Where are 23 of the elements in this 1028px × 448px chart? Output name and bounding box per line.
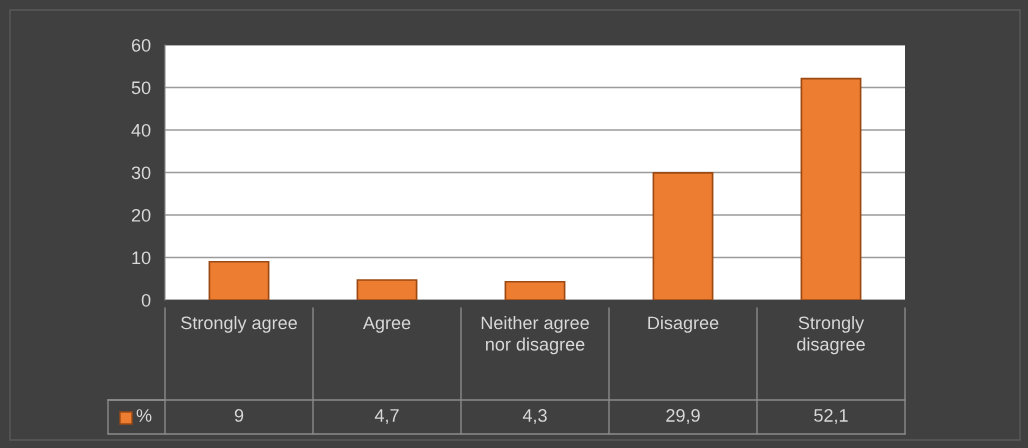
bar — [652, 172, 714, 300]
bar — [208, 260, 270, 300]
x-tick-label: Strongly agree — [181, 316, 297, 333]
bar — [800, 77, 862, 300]
y-tick-label: 50 — [131, 81, 151, 95]
y-tick-label: 10 — [132, 251, 151, 265]
x-tick-label: Neither agree nor disagree — [481, 316, 589, 355]
data-label: 52,1 — [814, 409, 848, 424]
legend-label: % — [136, 409, 152, 422]
x-tick-label: Strongly disagree — [797, 316, 865, 355]
bar — [504, 280, 566, 300]
bar — [356, 279, 418, 300]
y-tick-label: 20 — [131, 208, 151, 222]
data-label: 29,9 — [666, 409, 700, 424]
data-label: 4,3 — [522, 409, 547, 424]
y-tick-label: 0 — [141, 293, 151, 307]
x-tick-label: Disagree — [648, 316, 719, 333]
y-tick-label: 40 — [131, 123, 151, 137]
y-tick-label: 30 — [131, 166, 151, 180]
x-tick-label: Agree — [362, 316, 411, 333]
y-tick-label: 60 — [131, 38, 151, 52]
data-label: 4,7 — [374, 409, 399, 424]
data-label: 9 — [234, 409, 244, 422]
